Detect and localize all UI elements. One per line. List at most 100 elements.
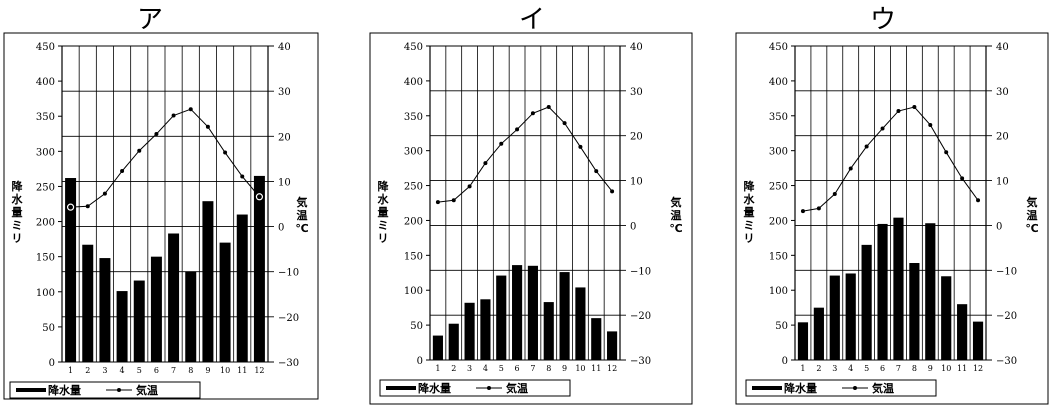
temperature-point — [912, 105, 916, 109]
month-label: 11 — [957, 364, 967, 373]
temperature-point — [881, 127, 885, 131]
precip-bar — [202, 201, 213, 362]
precip-bar — [465, 303, 475, 360]
precip-tick-label: 0 — [417, 356, 423, 367]
month-label: 2 — [85, 366, 90, 375]
precip-bar — [480, 299, 490, 360]
temp-axis-label: 気 — [671, 195, 682, 209]
temperature-point — [515, 127, 519, 131]
month-label: 12 — [254, 366, 264, 375]
temp-tick-label: 30 — [278, 87, 291, 98]
temperature-point — [172, 114, 176, 118]
temp-tick-label: −10 — [278, 268, 299, 279]
legend-temp-marker — [117, 388, 121, 392]
precip-tick-label: 50 — [775, 321, 788, 332]
month-label: 6 — [515, 364, 520, 373]
legend-temp-marker — [487, 386, 491, 390]
precip-tick-label: 400 — [769, 77, 788, 88]
temperature-point — [578, 145, 582, 149]
chart-i: 0 50 100 150 200 250 300 350 400 450 −30 −20 −10 0 10 2… — [370, 33, 692, 404]
precip-tick-label: 100 — [36, 288, 55, 299]
precip-tick-label: 450 — [404, 42, 423, 53]
temp-tick-label: 30 — [996, 87, 1009, 98]
temperature-point — [610, 189, 614, 193]
temp-tick-label: −30 — [630, 356, 651, 367]
temp-tick-label: 40 — [996, 42, 1009, 53]
temp-tick-label: −10 — [996, 266, 1017, 277]
precip-bar — [941, 276, 951, 360]
month-label: 3 — [832, 364, 837, 373]
temp-axis-label: 温 — [297, 208, 308, 222]
temperature-point — [452, 198, 456, 202]
chart-a: 0 50 100 150 200 250 300 350 400 450 −30 −20 −10 0 10 2… — [4, 33, 318, 399]
temp-tick-label: 20 — [630, 132, 643, 143]
precip-bar — [433, 336, 443, 360]
precip-axis-label: 量 — [744, 206, 755, 219]
precip-bar — [512, 265, 522, 360]
temp-tick-label: 0 — [996, 221, 1002, 232]
month-label: 10 — [575, 364, 585, 373]
temperature-point — [928, 123, 932, 127]
precip-axis-label: リ — [378, 232, 389, 245]
month-label: 12 — [973, 364, 983, 373]
precip-tick-label: 100 — [404, 286, 423, 297]
month-label: 7 — [171, 366, 176, 375]
temp-axis-label: 温 — [671, 208, 682, 222]
precip-tick-label: 350 — [404, 112, 423, 123]
temp-tick-label: 40 — [630, 42, 643, 53]
month-label: 1 — [435, 364, 440, 373]
month-label: 9 — [562, 364, 567, 373]
month-label: 10 — [220, 366, 230, 375]
precip-tick-label: 200 — [769, 216, 788, 227]
temperature-point — [137, 149, 141, 153]
chart-legend: 降水量 気温 — [10, 382, 200, 398]
precip-tick-label: 350 — [769, 112, 788, 123]
month-label: 4 — [848, 364, 853, 373]
temperature-point — [944, 150, 948, 154]
precip-axis-label: リ — [744, 232, 755, 245]
temp-axis-label: 気 — [297, 195, 308, 209]
precip-tick-label: 300 — [769, 147, 788, 158]
month-label: 5 — [864, 364, 869, 373]
temp-tick-label: 10 — [278, 177, 291, 188]
month-label: 7 — [530, 364, 535, 373]
temperature-point — [436, 200, 440, 204]
temperature-point — [240, 174, 244, 178]
precip-tick-label: 300 — [404, 147, 423, 158]
temp-tick-label: 40 — [278, 42, 291, 53]
precip-tick-label: 400 — [36, 77, 55, 88]
legend-temp-label: 気温 — [872, 381, 894, 395]
month-label: 2 — [816, 364, 821, 373]
temp-axis-label: 温 — [1027, 208, 1038, 222]
precip-bar — [591, 318, 601, 360]
precip-bar — [575, 287, 585, 360]
precip-bar — [82, 245, 93, 362]
month-label: 9 — [928, 364, 933, 373]
month-label: 11 — [237, 366, 247, 375]
precip-bar — [544, 302, 554, 360]
precip-bar — [99, 258, 110, 362]
precip-bar — [798, 322, 808, 360]
precip-axis-label: ミ — [12, 219, 23, 232]
precip-tick-label: 300 — [36, 147, 55, 158]
precip-tick-label: 200 — [36, 218, 55, 229]
temp-tick-label: 0 — [278, 223, 284, 234]
precip-axis-label: 量 — [12, 206, 23, 219]
month-label: 7 — [896, 364, 901, 373]
precip-tick-label: 250 — [36, 182, 55, 193]
precip-bar — [893, 218, 903, 360]
temp-tick-label: 20 — [996, 132, 1009, 143]
temperature-point — [256, 194, 262, 200]
precip-bar — [168, 233, 179, 362]
precip-tick-label: 200 — [404, 216, 423, 227]
month-label: 10 — [941, 364, 951, 373]
temp-tick-label: 0 — [630, 221, 636, 232]
temperature-point — [801, 209, 805, 213]
temperature-point — [189, 107, 193, 111]
temp-axis-label: ℃ — [1025, 222, 1038, 235]
precip-tick-label: 400 — [404, 77, 423, 88]
precip-tick-label: 150 — [769, 251, 788, 262]
temperature-point — [468, 184, 472, 188]
precip-axis-label: 水 — [378, 192, 390, 206]
temperature-point — [563, 121, 567, 125]
